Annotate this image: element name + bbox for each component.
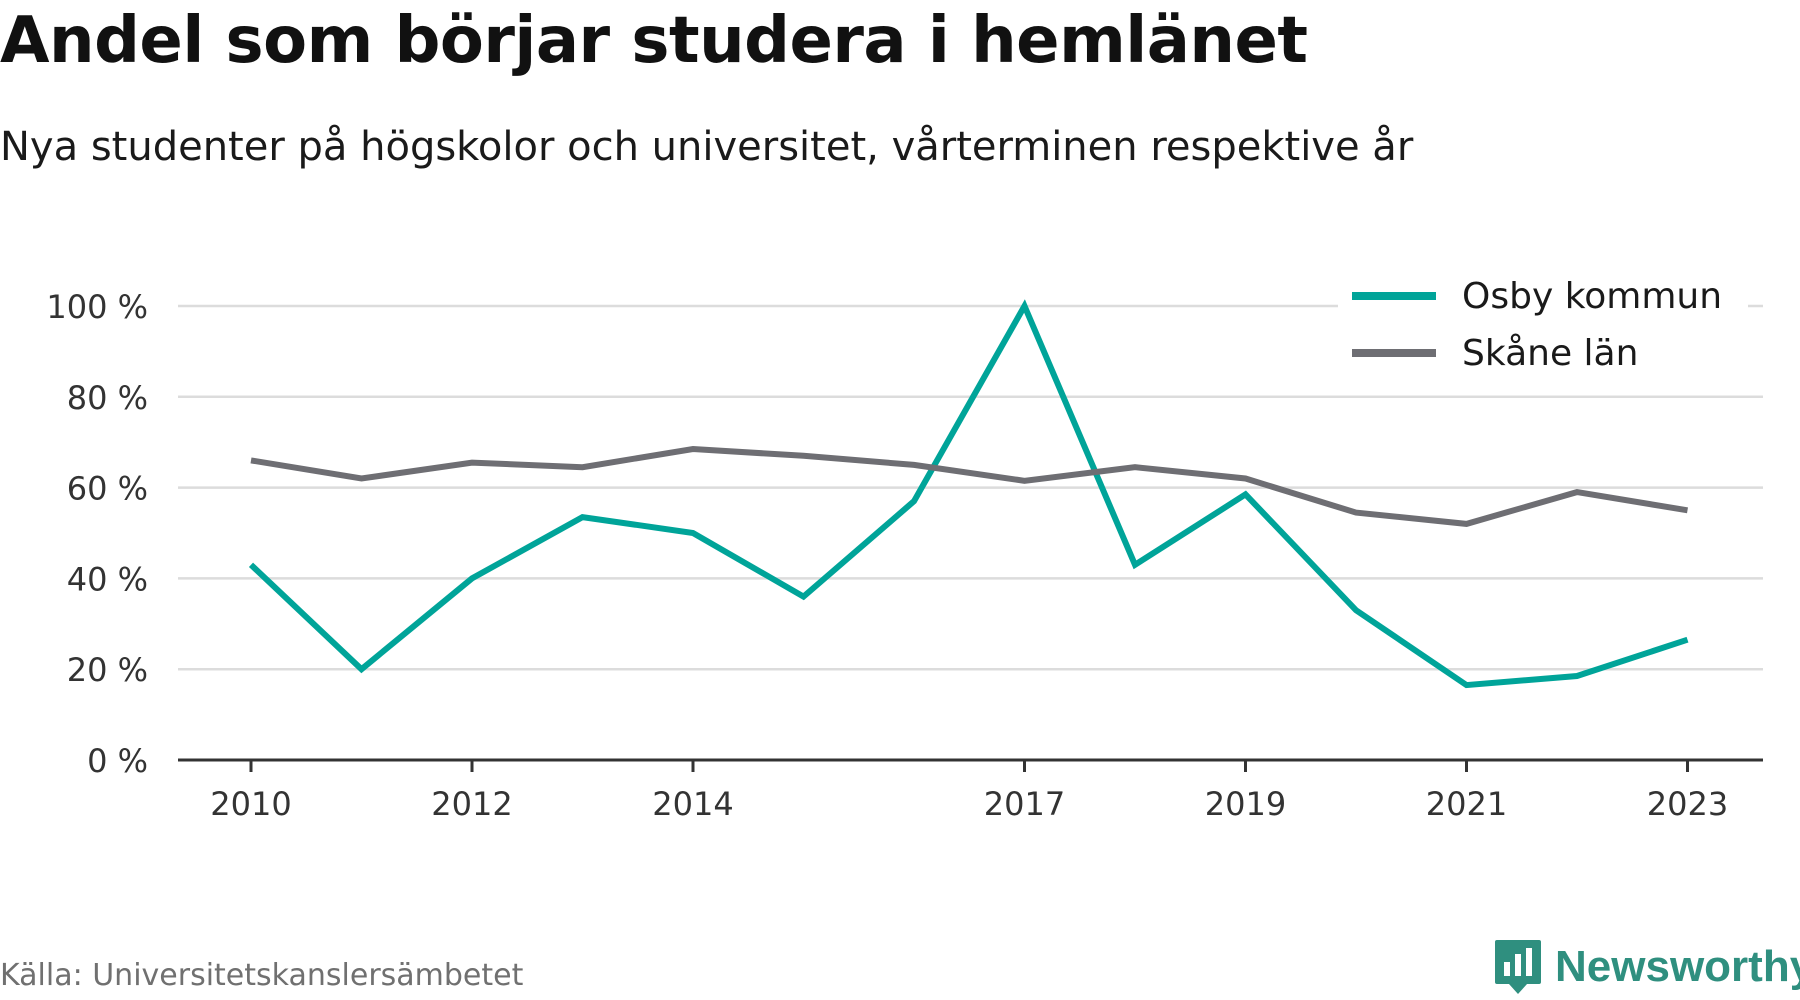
newsworthy-logo-icon bbox=[1495, 940, 1541, 994]
series-lines bbox=[248, 299, 1689, 689]
series-line-sk-ne-l-n bbox=[250, 445, 1688, 527]
y-tick-label: 40 % bbox=[67, 560, 148, 598]
legend-label: Skåne län bbox=[1462, 333, 1638, 374]
chart-title: Andel som börjar studera i hemlänet bbox=[0, 4, 1308, 78]
series-line-osby-kommun bbox=[248, 299, 1689, 689]
source-note: Källa: Universitetskanslersämbetet bbox=[0, 958, 524, 993]
y-axis-tick-labels: 0 % 20 % 40 % 60 % 80 % 100 % bbox=[46, 288, 148, 780]
y-tick-label: 60 % bbox=[67, 470, 148, 508]
legend-label: Osby kommun bbox=[1462, 276, 1722, 317]
brand-logo: Newsworthy bbox=[1493, 938, 1800, 996]
brand-name: Newsworthy bbox=[1555, 942, 1800, 991]
x-axis: 2010 2012 2014 2017 2019 2021 2023 bbox=[178, 758, 1763, 823]
x-tick-label: 2010 bbox=[210, 785, 291, 823]
y-tick-label: 0 % bbox=[87, 742, 148, 780]
legend-background bbox=[1338, 264, 1748, 378]
x-tick-label: 2023 bbox=[1647, 785, 1728, 823]
x-tick-label: 2017 bbox=[984, 785, 1065, 823]
y-tick-label: 20 % bbox=[67, 651, 148, 689]
x-tick-label: 2021 bbox=[1426, 785, 1507, 823]
x-tick-label: 2012 bbox=[431, 785, 512, 823]
x-tick-label: 2019 bbox=[1205, 785, 1286, 823]
y-tick-label: 100 % bbox=[46, 288, 148, 326]
x-tick-label: 2014 bbox=[652, 785, 733, 823]
chart-subtitle: Nya studenter på högskolor och universit… bbox=[0, 124, 1414, 170]
y-tick-label: 80 % bbox=[67, 379, 148, 417]
legend: Osby kommun Skåne län bbox=[1338, 264, 1748, 378]
